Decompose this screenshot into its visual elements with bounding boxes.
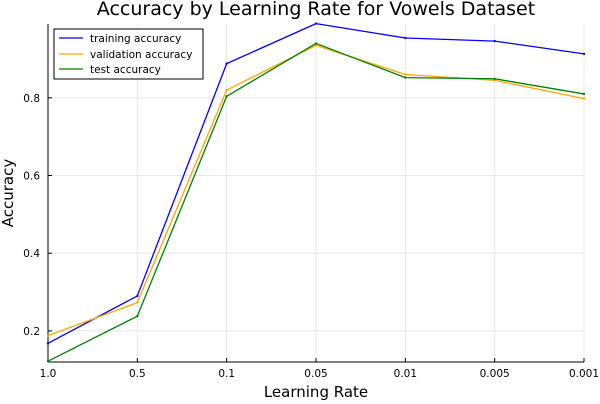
- data-point: [404, 36, 407, 40]
- legend: training accuracy validation accuracy te…: [53, 28, 204, 80]
- data-point: [225, 95, 228, 98]
- x-tick-label: 0.01: [394, 368, 417, 380]
- data-point: [46, 342, 50, 345]
- x-tick-label: 0.1: [218, 368, 235, 380]
- legend-label-training: training accuracy: [90, 33, 181, 45]
- x-axis-label: Learning Rate: [264, 383, 368, 400]
- data-point: [582, 52, 586, 56]
- series-lines: [46, 22, 586, 363]
- y-tick-label: 0.6: [23, 171, 40, 183]
- y-tick-label: 0.4: [23, 248, 40, 260]
- data-point: [136, 301, 139, 304]
- data-point: [404, 73, 407, 76]
- data-point: [314, 42, 318, 45]
- y-tick-label: 0.2: [23, 326, 40, 338]
- legend-label-validation: validation accuracy: [90, 49, 192, 61]
- y-axis-label: Accuracy: [0, 159, 17, 228]
- data-point: [404, 76, 407, 79]
- x-tick-label: 0.005: [480, 368, 510, 380]
- data-point: [582, 97, 586, 100]
- data-point: [46, 334, 50, 337]
- x-tick-label: 0.5: [129, 368, 146, 380]
- data-point: [46, 360, 50, 363]
- chart-title: Accuracy by Learning Rate for Vowels Dat…: [97, 0, 535, 20]
- data-point: [136, 314, 139, 318]
- x-tick-label: 0.001: [569, 368, 599, 380]
- ticks: 1.0 0.5 0.1 0.05 0.01 0.005 0.001 0.2 0.4 0.6 0.8: [23, 93, 599, 380]
- data-point: [225, 62, 228, 65]
- x-tick-label: 1.0: [40, 368, 57, 380]
- data-point: [314, 22, 318, 25]
- data-point: [493, 77, 496, 80]
- data-point: [493, 39, 496, 43]
- y-tick-label: 0.8: [23, 93, 40, 105]
- data-point: [582, 92, 586, 96]
- x-tick-label: 0.05: [304, 368, 327, 380]
- legend-label-test: test accuracy: [90, 64, 161, 76]
- data-point: [314, 44, 318, 47]
- data-point: [136, 294, 139, 298]
- data-point: [225, 88, 228, 92]
